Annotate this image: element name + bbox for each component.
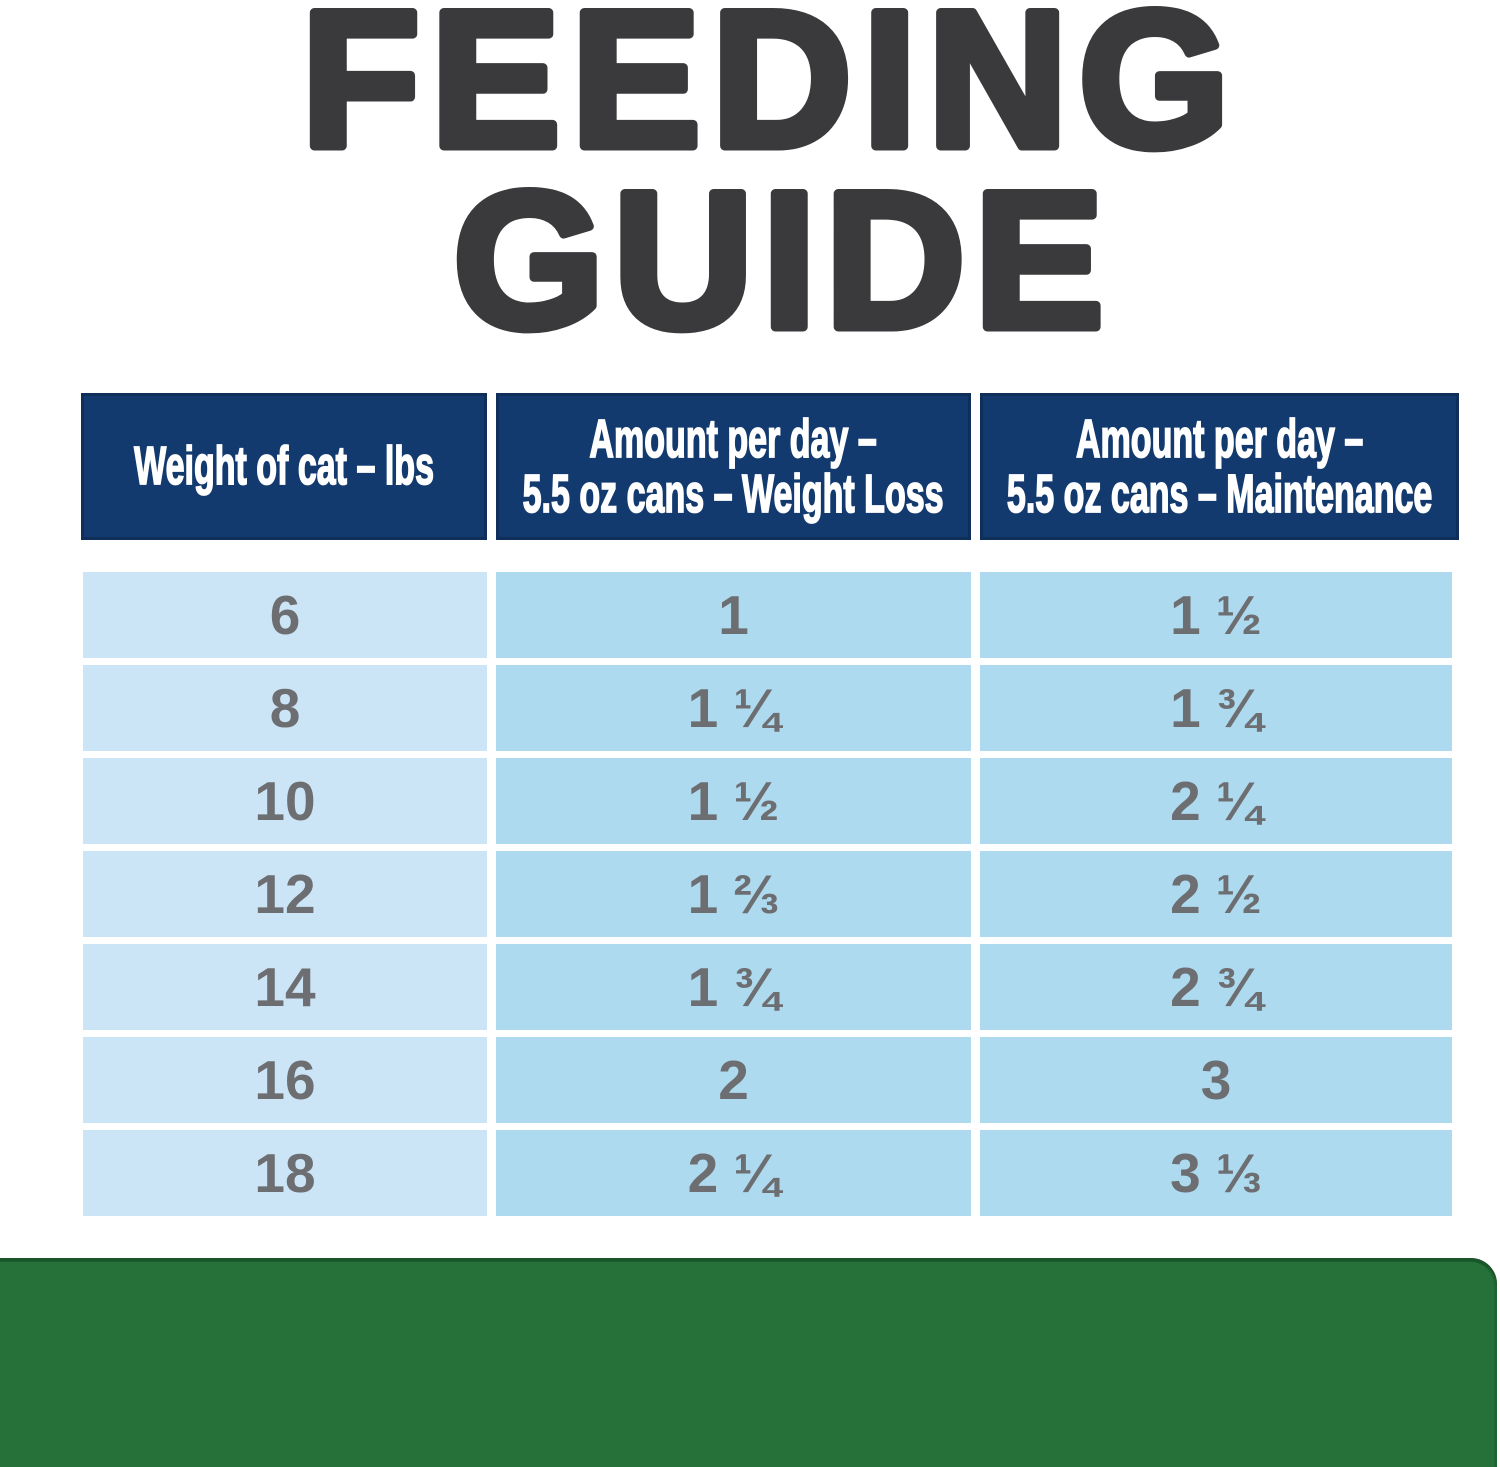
svg-text:FEEDING: FEEDING: [301, 0, 1240, 188]
svg-text:GUIDE: GUIDE: [453, 152, 1112, 369]
